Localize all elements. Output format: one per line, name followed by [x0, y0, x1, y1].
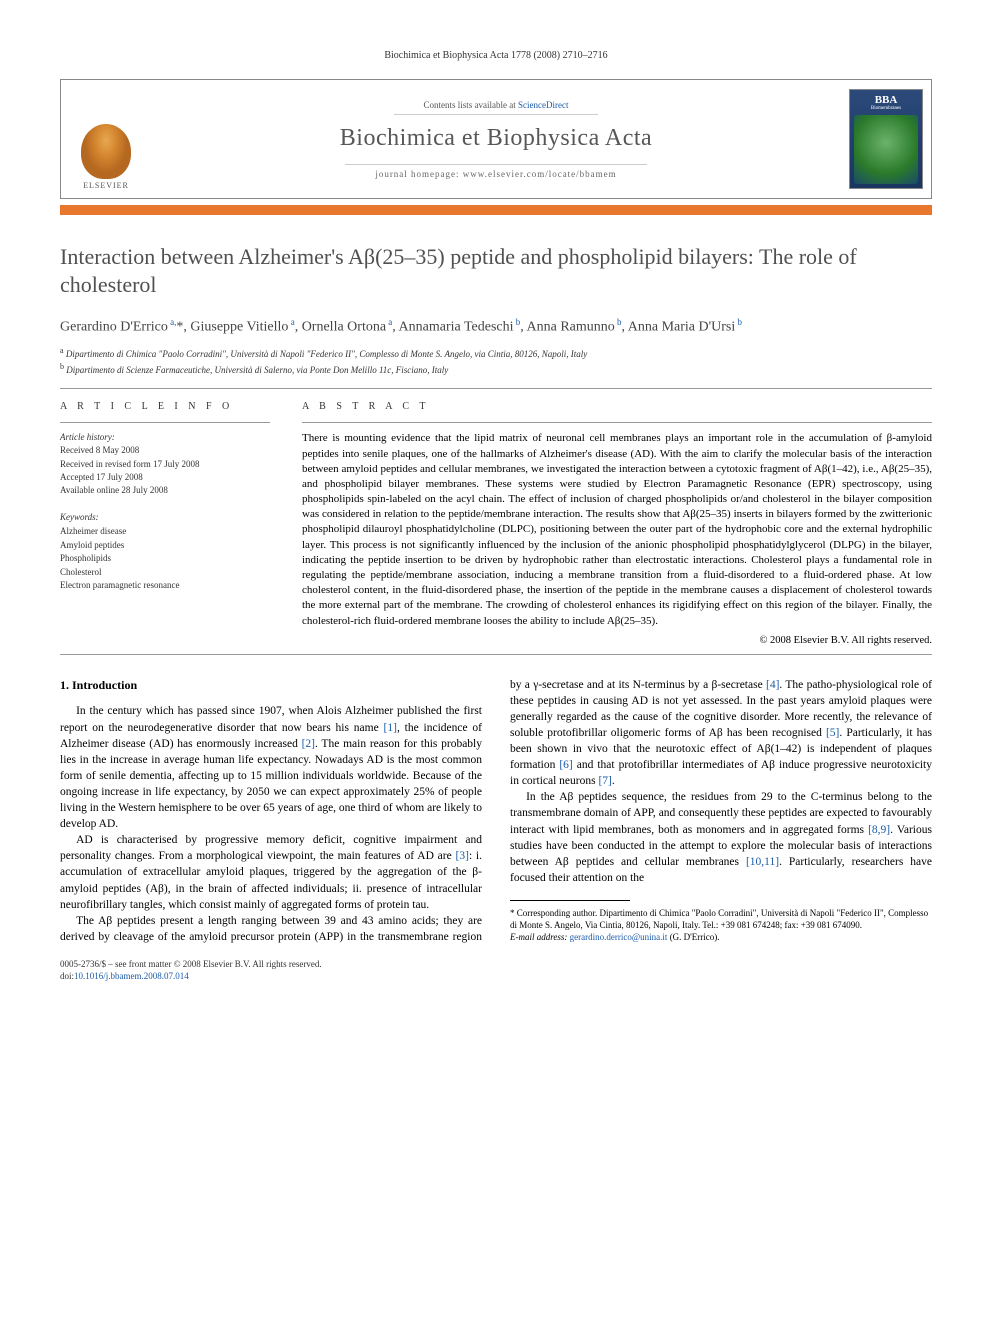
ref-link[interactable]: [2]	[302, 738, 315, 750]
orange-divider-bar	[60, 205, 932, 215]
issn-copyright: 0005-2736/$ – see front matter © 2008 El…	[60, 959, 932, 971]
info-divider	[60, 422, 270, 423]
homepage-label: journal homepage:	[375, 169, 462, 179]
publisher-logo-box: ELSEVIER	[61, 80, 151, 198]
keywords-label: Keywords:	[60, 511, 270, 525]
publisher-name: ELSEVIER	[83, 181, 129, 190]
affiliation-a: a Dipartimento di Chimica "Paolo Corradi…	[60, 345, 932, 361]
affiliation-b-text: Dipartimento di Scienze Farmaceutiche, U…	[66, 365, 448, 375]
email-suffix: (G. D'Errico).	[667, 932, 719, 942]
ref-link[interactable]: [6]	[559, 759, 572, 771]
cover-bba: BBA	[875, 94, 898, 106]
ref-link[interactable]: [10,11]	[746, 856, 779, 868]
text: AD is characterised by progressive memor…	[60, 834, 482, 862]
accepted-date: Accepted 17 July 2008	[60, 472, 143, 482]
front-matter-footer: 0005-2736/$ – see front matter © 2008 El…	[60, 959, 932, 982]
doi-label: doi:	[60, 971, 74, 981]
abstract-head: A B S T R A C T	[302, 401, 932, 412]
keyword: Phospholipids	[60, 553, 111, 563]
cover-image-icon	[854, 115, 918, 184]
ref-link[interactable]: [4]	[766, 679, 779, 691]
intro-p2: AD is characterised by progressive memor…	[60, 832, 482, 912]
elsevier-logo: ELSEVIER	[71, 110, 141, 190]
abstract-divider	[302, 422, 932, 423]
journal-name: Biochimica et Biophysica Acta	[340, 125, 652, 152]
keyword: Cholesterol	[60, 567, 102, 577]
homepage-url: www.elsevier.com/locate/bbamem	[463, 169, 617, 179]
footnote-separator	[510, 900, 630, 901]
article-title: Interaction between Alzheimer's Aβ(25–35…	[60, 243, 932, 298]
divider	[60, 654, 932, 655]
author-list: Gerardino D'Errico a,*, Giuseppe Vitiell…	[60, 316, 932, 337]
banner-center: Contents lists available at ScienceDirec…	[151, 80, 841, 198]
elsevier-tree-icon	[81, 124, 131, 179]
email-label: E-mail address:	[510, 932, 570, 942]
text: and that protofibrillar intermediates of…	[510, 759, 932, 787]
cover-subtitle: Biomembranes	[871, 106, 901, 111]
corresponding-author-note: * Corresponding author. Dipartimento di …	[510, 907, 932, 931]
text: peptides (Aβ), in the brain of affected …	[60, 883, 482, 911]
keywords-block: Keywords: Alzheimer disease Amyloid pept…	[60, 511, 270, 593]
contents-line: Contents lists available at ScienceDirec…	[394, 100, 599, 115]
article-info-column: A R T I C L E I N F O Article history: R…	[60, 401, 270, 645]
intro-p4: In the Aβ peptides sequence, the residue…	[510, 789, 932, 886]
keyword: Alzheimer disease	[60, 526, 126, 536]
received-date: Received 8 May 2008	[60, 445, 139, 455]
article-info-head: A R T I C L E I N F O	[60, 401, 270, 412]
doi-line: doi:10.1016/j.bbamem.2008.07.014	[60, 971, 932, 983]
intro-p1: In the century which has passed since 19…	[60, 703, 482, 832]
history-label: Article history:	[60, 432, 115, 442]
body-two-columns: 1. Introduction In the century which has…	[60, 677, 932, 945]
ref-link[interactable]: [1]	[384, 722, 397, 734]
homepage-line: journal homepage: www.elsevier.com/locat…	[345, 164, 646, 179]
running-head: Biochimica et Biophysica Acta 1778 (2008…	[60, 50, 932, 61]
journal-cover-thumb: BBA Biomembranes	[849, 89, 923, 189]
ref-link[interactable]: [8,9]	[868, 824, 890, 836]
keyword: Electron paramagnetic resonance	[60, 580, 179, 590]
journal-banner: ELSEVIER Contents lists available at Sci…	[60, 79, 932, 199]
cover-thumb-box: BBA Biomembranes	[841, 80, 931, 198]
abstract-column: A B S T R A C T There is mounting eviden…	[302, 401, 932, 645]
article-history: Article history: Received 8 May 2008 Rec…	[60, 431, 270, 496]
doi-link[interactable]: 10.1016/j.bbamem.2008.07.014	[74, 971, 189, 981]
affiliation-b: b Dipartimento di Scienze Farmaceutiche,…	[60, 361, 932, 377]
footnote-block: * Corresponding author. Dipartimento di …	[510, 900, 932, 943]
contents-prefix: Contents lists available at	[424, 100, 518, 110]
email-line: E-mail address: gerardino.derrico@unina.…	[510, 931, 932, 943]
section-heading-intro: 1. Introduction	[60, 677, 482, 694]
sciencedirect-link[interactable]: ScienceDirect	[518, 100, 568, 110]
abstract-copyright: © 2008 Elsevier B.V. All rights reserved…	[302, 635, 932, 646]
affiliation-a-text: Dipartimento di Chimica "Paolo Corradini…	[66, 349, 587, 359]
online-date: Available online 28 July 2008	[60, 485, 168, 495]
abstract-text: There is mounting evidence that the lipi…	[302, 431, 932, 628]
text: . The main reason for this probably lies…	[60, 738, 482, 830]
divider	[60, 388, 932, 389]
revised-date: Received in revised form 17 July 2008	[60, 459, 199, 469]
email-link[interactable]: gerardino.derrico@unina.it	[570, 932, 668, 942]
ref-link[interactable]: [3]	[456, 850, 469, 862]
ref-link[interactable]: [5]	[826, 727, 839, 739]
ref-link[interactable]: [7]	[598, 775, 611, 787]
affiliations: a Dipartimento di Chimica "Paolo Corradi…	[60, 345, 932, 376]
text: .	[612, 775, 615, 787]
keyword: Amyloid peptides	[60, 540, 124, 550]
